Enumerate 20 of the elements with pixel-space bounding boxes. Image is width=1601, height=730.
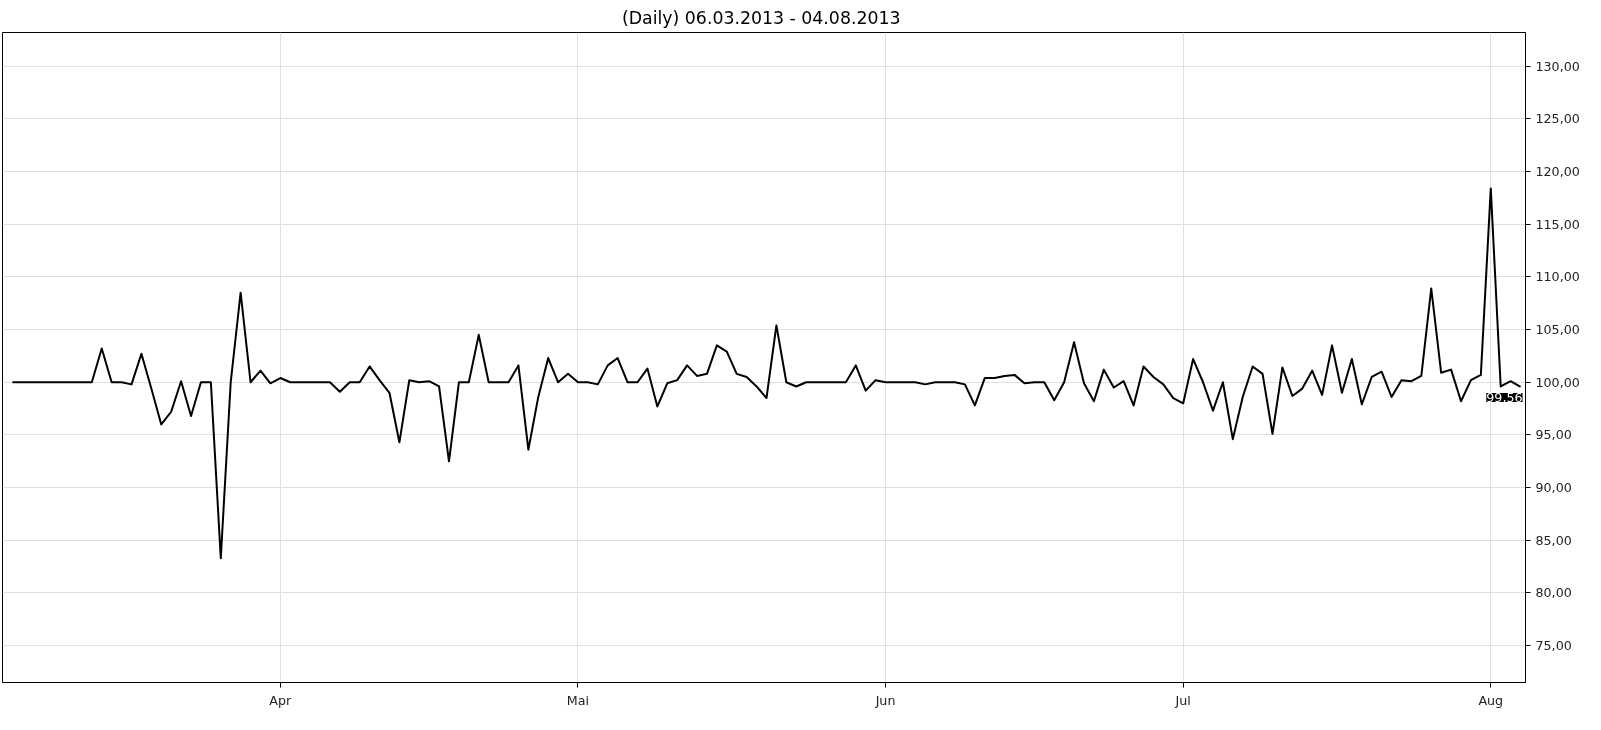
y-tick-label: 75,00 — [1535, 638, 1572, 654]
chart-title: (Daily) 06.03.2013 - 04.08.2013 — [621, 7, 901, 28]
x-tick-label: Mai — [566, 692, 590, 708]
y-tick-label: 130,00 — [1535, 58, 1580, 74]
y-tick-label: 120,00 — [1535, 164, 1580, 180]
y-tick-label: 100,00 — [1535, 374, 1580, 390]
y-tick-label: 110,00 — [1535, 269, 1580, 285]
y-tick-label: 95,00 — [1535, 427, 1572, 443]
x-tick-label: Jun — [874, 692, 896, 708]
y-tick-label: 85,00 — [1535, 532, 1572, 548]
x-tick-label: Jul — [1174, 692, 1191, 708]
line-series — [11, 187, 1522, 560]
y-tick-label: 90,00 — [1535, 480, 1572, 496]
y-tick-label: 105,00 — [1535, 322, 1580, 338]
y-tick-label: 125,00 — [1535, 111, 1580, 127]
annotation: 99,56 — [1486, 389, 1523, 405]
x-tick-label: Aug — [1478, 692, 1504, 708]
y-tick-label: 80,00 — [1535, 585, 1572, 601]
x-tick-label: Apr — [269, 692, 293, 708]
y-tick-label: 115,00 — [1535, 216, 1580, 232]
